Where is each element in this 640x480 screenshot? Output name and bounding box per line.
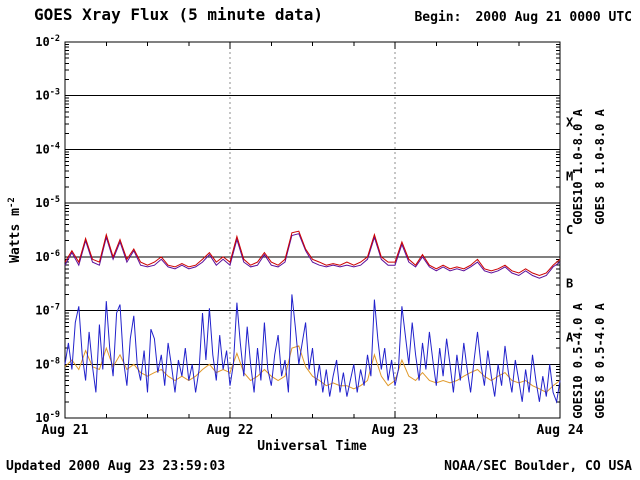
x-tick-label: Aug 21 (42, 423, 89, 438)
begin-label: Begin: (414, 10, 462, 25)
chart-title: GOES Xray Flux (5 minute data) (34, 5, 323, 24)
y-tick-label: 10-6 (35, 249, 60, 264)
series-line-goes-8-1-0-8-0-a (64, 230, 561, 277)
legend-label: GOES10 0.5-4.0 A (571, 302, 585, 418)
source-attribution: NOAA/SEC Boulder, CO USA (444, 459, 632, 474)
y-tick-label: 10-5 (35, 195, 60, 210)
x-tick-label: Aug 23 (372, 423, 419, 438)
plot-border (64, 41, 561, 419)
begin-value: 2000 Aug 21 0000 UTC (475, 10, 632, 25)
legend-label: GOES10 1.0-8.0 A (571, 108, 585, 224)
flare-class-label: X (566, 116, 574, 130)
y-tick-label: 10-2 (35, 34, 60, 49)
y-tick-label: 10-8 (35, 356, 60, 371)
flare-class-label: B (566, 277, 573, 291)
legend-label: GOES 8 1.0-8.0 A (593, 108, 607, 224)
flare-class-label: M (566, 169, 573, 183)
series-line-goes10-1-0-8-0-a (64, 233, 561, 279)
flare-class-label: C (566, 223, 573, 237)
x-tick-label: Aug 22 (207, 423, 254, 438)
y-tick-label: 10-4 (35, 141, 60, 156)
begin-time: Begin: 2000 Aug 21 0000 UTC (414, 10, 632, 25)
y-tick-label: 10-3 (35, 88, 60, 103)
series-line-goes10-0-5-4-0-a (64, 345, 561, 394)
grid-lines (64, 41, 561, 419)
flare-class-label: A (566, 330, 574, 344)
data-series (64, 230, 561, 404)
y-tick-label: 10-7 (35, 303, 60, 318)
x-tick-label: Aug 24 (537, 423, 584, 438)
updated-timestamp: Updated 2000 Aug 23 23:59:03 (6, 459, 226, 474)
x-axis-label: Universal Time (257, 439, 367, 454)
legend-label: GOES 8 0.5-4.0 A (593, 302, 607, 418)
series-line-goes-8-0-5-4-0-a (64, 294, 561, 404)
